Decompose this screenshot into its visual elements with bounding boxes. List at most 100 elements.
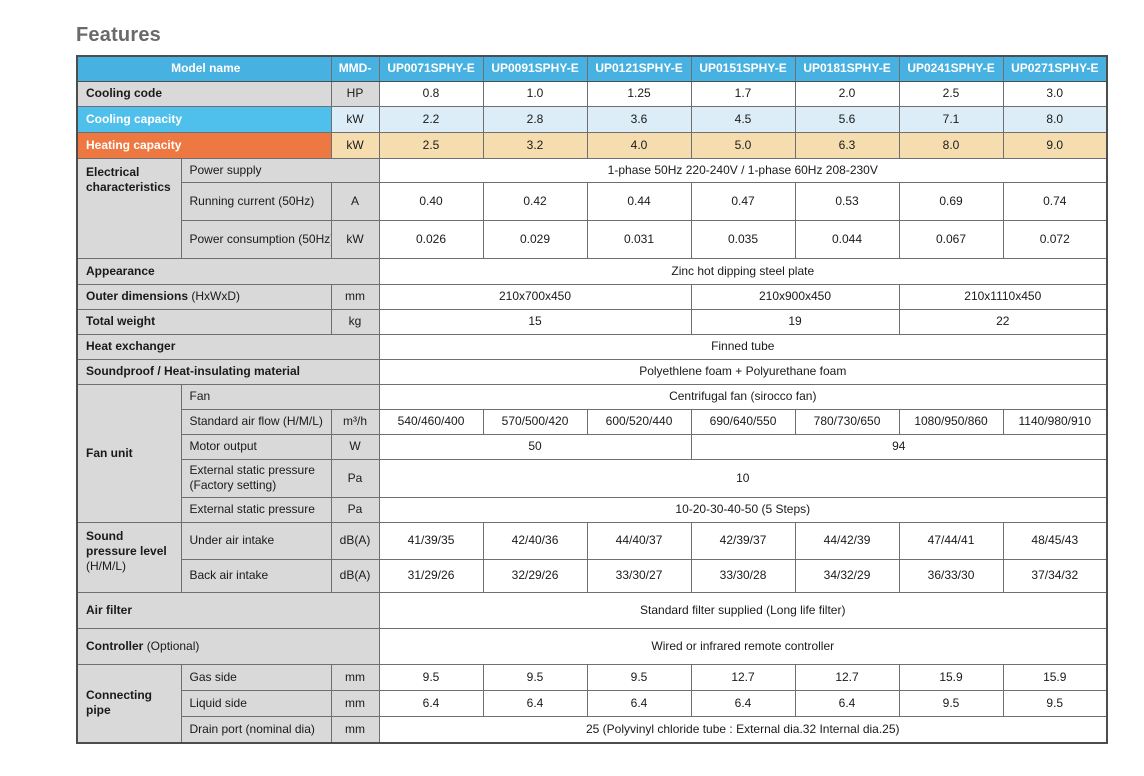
value-cell: 12.7 — [794, 663, 900, 691]
value-cell: 8.0 — [898, 131, 1004, 159]
model-header-cell: UP0241SPHY-E — [898, 55, 1004, 82]
row-heat-exchanger: Heat exchanger Finned tube — [76, 333, 1108, 360]
value-cell: 600/520/440 — [586, 408, 692, 435]
value-cell: 2.8 — [482, 105, 588, 133]
value-cell: 8.0 — [1002, 105, 1108, 133]
unit-cell: dB(A) — [330, 521, 380, 560]
row-under-air-intake: Sound pressure level (H/M/L) Under air in… — [76, 521, 1108, 593]
value-cell: Centrifugal fan (sirocco fan) — [378, 383, 1108, 410]
row-label: Total weight — [76, 308, 332, 335]
value-cell: 31/29/26 — [378, 558, 484, 593]
value-cell: 47/44/41 — [898, 521, 1004, 560]
value-cell: 9.5 — [898, 689, 1004, 717]
unit-cell: m³/h — [330, 408, 380, 435]
value-cell: 25 (Polyvinyl chloride tube : External d… — [378, 715, 1108, 744]
row-label: Drain port (nominal dia) — [180, 715, 332, 744]
row-label: Liquid side — [180, 689, 332, 717]
value-cell: 3.6 — [586, 105, 692, 133]
value-cell: 42/39/37 — [690, 521, 796, 560]
value-cell: 36/33/30 — [898, 558, 1004, 593]
value-cell: 210x700x450 — [378, 283, 692, 310]
value-cell: 6.4 — [482, 689, 588, 717]
value-cell: 0.031 — [586, 219, 692, 259]
value-cell: 3.0 — [1002, 80, 1108, 107]
value-cell: 0.53 — [794, 181, 900, 221]
value-cell: 780/730/650 — [794, 408, 900, 435]
value-cell: 0.035 — [690, 219, 796, 259]
value-cell: 1.0 — [482, 80, 588, 107]
unit-cell: Pa — [330, 496, 380, 523]
unit-cell: kW — [330, 105, 380, 133]
value-cell: 50 — [378, 433, 692, 460]
value-cell: 44/40/37 — [586, 521, 692, 560]
unit-cell: mm — [330, 715, 380, 744]
unit-cell: kW — [330, 219, 380, 259]
group-label-connecting-pipe: Connecting pipe — [76, 663, 182, 744]
row-soundproof: Soundproof / Heat-insulating material Po… — [76, 358, 1108, 385]
value-cell: 6.4 — [378, 689, 484, 717]
row-label: Cooling capacity — [76, 105, 332, 133]
value-cell: 32/29/26 — [482, 558, 588, 593]
group-label-fan-unit: Fan unit — [76, 383, 182, 523]
unit-cell: A — [330, 181, 380, 221]
row-liquid-side: Liquid side mm 6.4 6.4 6.4 6.4 6.4 9.5 9.5 — [77, 689, 1108, 717]
unit-cell: Pa — [330, 458, 380, 498]
row-label: Heat exchanger — [76, 333, 380, 360]
value-cell: 33/30/27 — [586, 558, 692, 593]
value-cell: 19 — [690, 308, 900, 335]
row-label: Running current (50Hz) — [180, 181, 332, 221]
row-heating-capacity: Heating capacity kW 2.5 3.2 4.0 5.0 6.3 8.0 9.… — [76, 131, 1108, 159]
value-cell: 7.1 — [898, 105, 1004, 133]
value-cell: 9.5 — [482, 663, 588, 691]
row-label: Power consumption (50Hz) — [180, 219, 332, 259]
value-cell: 2.5 — [898, 80, 1004, 107]
value-cell: 6.4 — [586, 689, 692, 717]
value-cell: 10 — [378, 458, 1108, 498]
unit-cell: kW — [330, 131, 380, 159]
row-label: Air filter — [76, 591, 380, 629]
row-running-current: Running current (50Hz) A 0.40 0.42 0.44 0.4… — [77, 181, 1108, 221]
row-standard-air-flow: Standard air flow (H/M/L) m³/h 540/460/4… — [77, 408, 1108, 435]
row-gas-side: Connecting pipe Gas side mm 9.5 9.5 9.5 12.… — [76, 663, 1108, 744]
row-label: External static pressure (Factory settin… — [180, 458, 332, 498]
unit-cell: HP — [330, 80, 380, 107]
value-cell: 9.5 — [378, 663, 484, 691]
row-label: Under air intake — [180, 521, 332, 560]
value-cell: 6.4 — [690, 689, 796, 717]
value-cell: 94 — [690, 433, 1108, 460]
value-cell: 33/30/28 — [690, 558, 796, 593]
row-motor-output: Motor output W 50 94 — [77, 433, 1108, 460]
value-cell: 4.5 — [690, 105, 796, 133]
row-appearance: Appearance Zinc hot dipping steel plate — [76, 257, 1108, 285]
model-header-cell: UP0071SPHY-E — [378, 55, 484, 82]
value-cell: 0.74 — [1002, 181, 1108, 221]
value-cell: 3.2 — [482, 131, 588, 159]
value-cell: 540/460/400 — [378, 408, 484, 435]
value-cell: 22 — [898, 308, 1108, 335]
value-cell: 37/34/32 — [1002, 558, 1108, 593]
value-cell: 2.5 — [378, 131, 484, 159]
row-power-supply: Electrical characteristics Power supply … — [76, 157, 1108, 259]
model-header-cell: UP0151SPHY-E — [690, 55, 796, 82]
row-drain-port: Drain port (nominal dia) mm 25 (Polyviny… — [77, 715, 1108, 744]
row-label: Standard air flow (H/M/L) — [180, 408, 332, 435]
model-header-cell: UP0091SPHY-E — [482, 55, 588, 82]
row-cooling-code: Cooling code HP 0.8 1.0 1.25 1.7 2.0 2.5 3.0 — [76, 80, 1108, 107]
row-label: Soundproof / Heat-insulating material — [76, 358, 380, 385]
features-table: Model name MMD- UP0071SPHY-E UP0091SPHY-E… — [76, 55, 1109, 744]
value-cell: 0.026 — [378, 219, 484, 259]
value-cell: 12.7 — [690, 663, 796, 691]
value-cell: 9.0 — [1002, 131, 1108, 159]
model-header-cell: UP0181SPHY-E — [794, 55, 900, 82]
value-cell: 5.6 — [794, 105, 900, 133]
value-cell: 1-phase 50Hz 220-240V / 1-phase 60Hz 208… — [378, 157, 1108, 183]
row-total-weight: Total weight kg 15 19 22 — [76, 308, 1108, 335]
row-fan: Fan unit Fan Centrifugal fan (sirocco fa… — [76, 383, 1108, 523]
value-cell: 44/42/39 — [794, 521, 900, 560]
value-cell: Wired or infrared remote controller — [378, 627, 1108, 665]
value-cell: 15.9 — [898, 663, 1004, 691]
value-cell: 9.5 — [586, 663, 692, 691]
row-controller: Controller (Optional) Wired or infrared … — [76, 627, 1108, 665]
value-cell: Standard filter supplied (Long life filt… — [378, 591, 1108, 629]
model-header-cell: UP0121SPHY-E — [586, 55, 692, 82]
